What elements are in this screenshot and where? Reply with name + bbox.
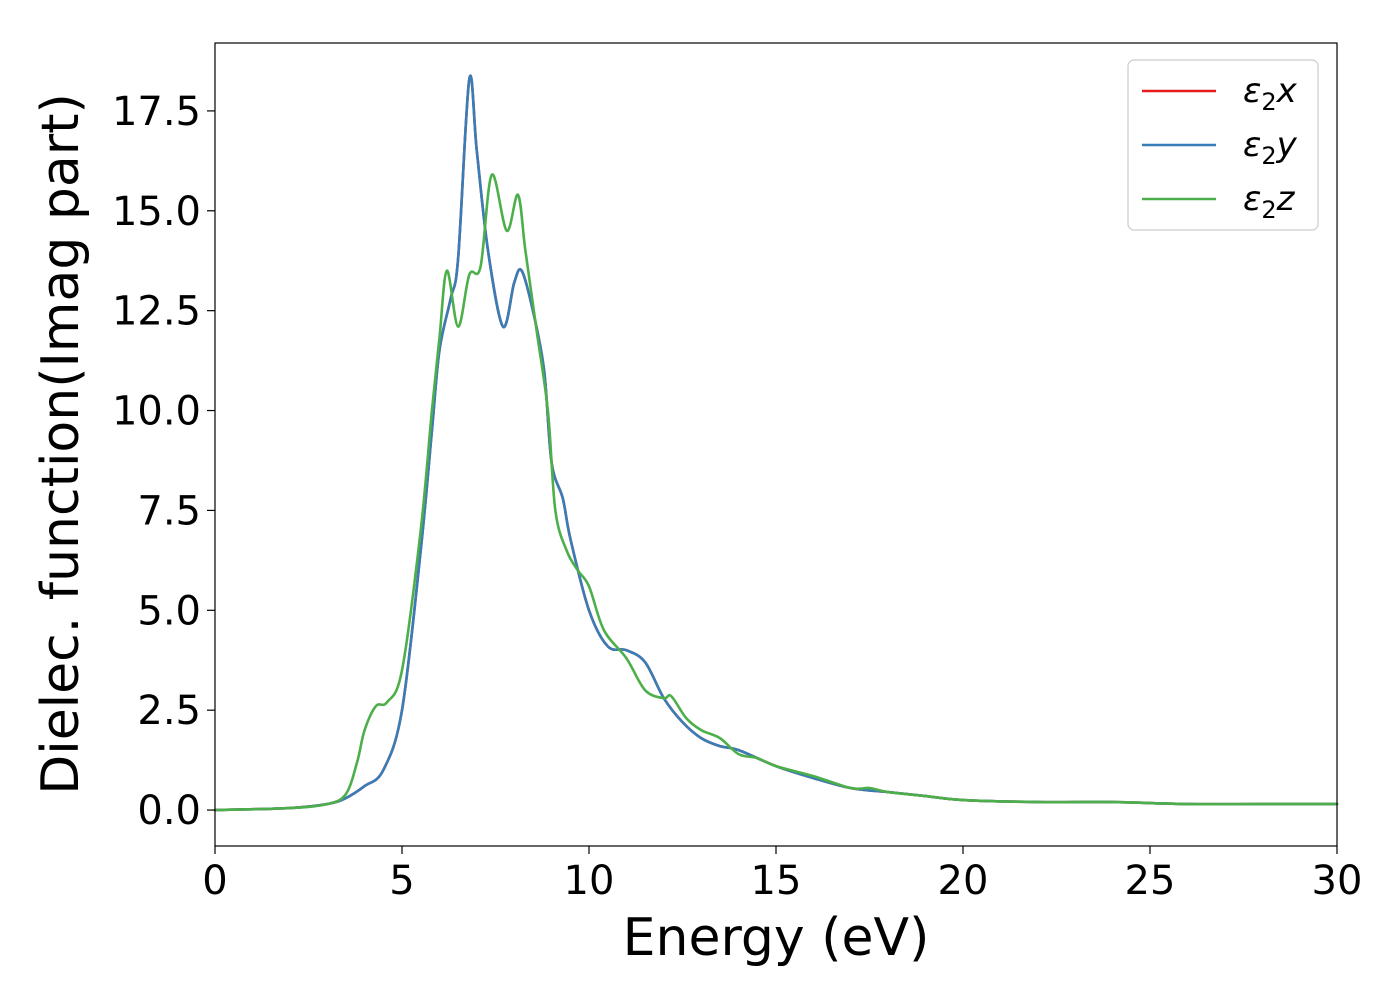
- series-line-3: [213, 173, 1339, 812]
- y-axis: 0.0 2.5 5.0 7.5 10.0 12.5 15.0 17.5: [112, 89, 215, 834]
- y-tick-label: 17.5: [112, 89, 201, 135]
- y-tick-label: 15.0: [112, 189, 201, 235]
- x-tick-label: 25: [1125, 858, 1176, 904]
- y-tick-label: 12.5: [112, 289, 201, 335]
- legend-label-1: ε2x: [1243, 71, 1298, 116]
- legend-box: [1127, 59, 1319, 231]
- x-tick-label: 10: [564, 858, 615, 904]
- x-tick-label: 0: [202, 858, 227, 904]
- legend-label-3: ε2z: [1243, 179, 1296, 224]
- x-axis: 0 5 10 15 20 25 30: [202, 846, 1362, 904]
- y-tick-label: 0.0: [137, 788, 201, 834]
- legend: ε2x ε2y ε2z: [1127, 59, 1319, 231]
- legend-label-2: ε2y: [1243, 125, 1298, 170]
- y-axis-title: Dielec. function(Imag part): [31, 93, 91, 795]
- series-layer: [213, 74, 1339, 812]
- x-axis-title: Energy (eV): [623, 908, 930, 968]
- x-tick-label: 30: [1312, 858, 1363, 904]
- y-tick-label: 2.5: [137, 688, 201, 734]
- y-tick-label: 10.0: [112, 389, 201, 435]
- x-tick-label: 20: [938, 858, 989, 904]
- y-tick-label: 7.5: [137, 488, 201, 534]
- x-tick-label: 5: [389, 858, 414, 904]
- x-tick-label: 15: [751, 858, 802, 904]
- y-tick-label: 5.0: [137, 588, 201, 634]
